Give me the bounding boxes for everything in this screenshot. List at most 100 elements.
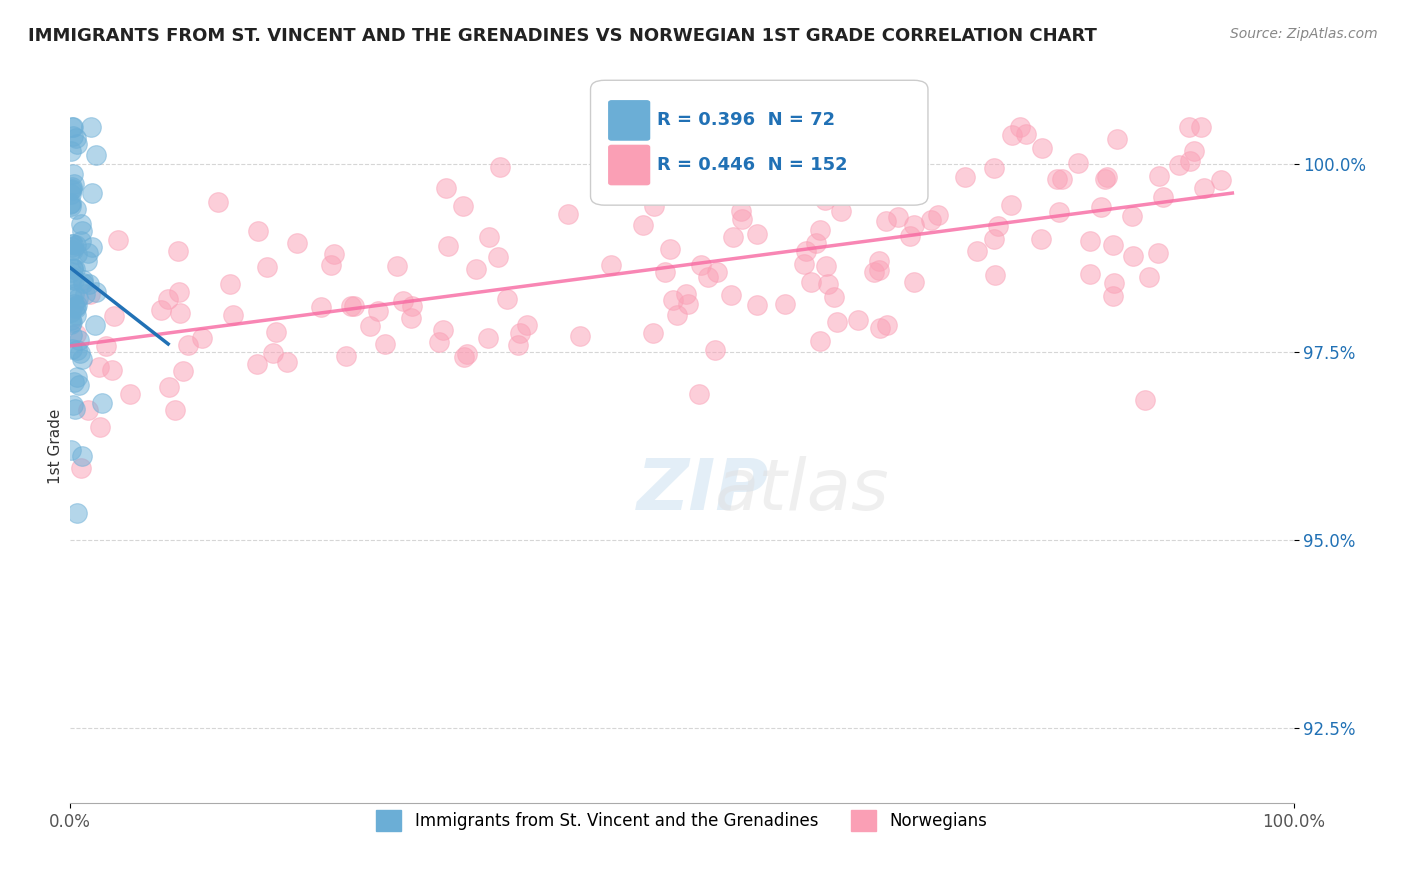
Norwegians [1029, 232, 1052, 246]
Norwegians [1047, 205, 1070, 219]
Legend: Immigrants from St. Vincent and the Grenadines, Norwegians: Immigrants from St. Vincent and the Gren… [370, 804, 994, 838]
Immigrants from St. Vincent and the Grenadines [84, 285, 107, 299]
Norwegians [103, 310, 125, 324]
Immigrants from St. Vincent and the Grenadines [59, 144, 82, 158]
Immigrants from St. Vincent and the Grenadines [62, 237, 84, 252]
Norwegians [256, 260, 278, 274]
Immigrants from St. Vincent and the Grenadines [62, 128, 84, 143]
Norwegians [319, 258, 342, 272]
Norwegians [451, 199, 474, 213]
Immigrants from St. Vincent and the Grenadines [60, 237, 83, 252]
Immigrants from St. Vincent and the Grenadines [59, 264, 82, 278]
Norwegians [1046, 172, 1069, 186]
Immigrants from St. Vincent and the Grenadines [62, 120, 84, 134]
Immigrants from St. Vincent and the Grenadines [62, 167, 84, 181]
Immigrants from St. Vincent and the Grenadines [60, 315, 83, 329]
Immigrants from St. Vincent and the Grenadines [59, 187, 82, 202]
Immigrants from St. Vincent and the Grenadines [65, 301, 87, 315]
Immigrants from St. Vincent and the Grenadines [65, 308, 87, 322]
Norwegians [157, 292, 180, 306]
Immigrants from St. Vincent and the Grenadines [67, 291, 90, 305]
Norwegians [697, 270, 720, 285]
Norwegians [247, 224, 270, 238]
Norwegians [167, 244, 190, 258]
Norwegians [434, 181, 457, 195]
Immigrants from St. Vincent and the Grenadines [67, 377, 90, 392]
Norwegians [1104, 277, 1126, 291]
Norwegians [477, 331, 499, 345]
Norwegians [706, 265, 728, 279]
Norwegians [107, 233, 129, 247]
Norwegians [984, 268, 1007, 282]
Immigrants from St. Vincent and the Grenadines [66, 369, 89, 384]
Immigrants from St. Vincent and the Grenadines [60, 343, 83, 357]
Immigrants from St. Vincent and the Grenadines [67, 333, 90, 347]
Immigrants from St. Vincent and the Grenadines [59, 196, 82, 211]
Immigrants from St. Vincent and the Grenadines [76, 254, 98, 268]
Norwegians [401, 311, 423, 326]
Immigrants from St. Vincent and the Grenadines [60, 182, 83, 196]
Norwegians [489, 161, 512, 175]
Immigrants from St. Vincent and the Grenadines [60, 328, 83, 343]
Norwegians [322, 247, 344, 261]
Immigrants from St. Vincent and the Grenadines [72, 224, 94, 238]
Norwegians [1122, 249, 1144, 263]
Norwegians [903, 275, 925, 289]
Norwegians [94, 339, 117, 353]
Norwegians [569, 329, 592, 343]
Norwegians [343, 299, 366, 313]
Norwegians [177, 338, 200, 352]
Norwegians [875, 214, 897, 228]
Norwegians [335, 349, 357, 363]
Norwegians [676, 296, 699, 310]
Immigrants from St. Vincent and the Grenadines [62, 269, 84, 284]
Immigrants from St. Vincent and the Grenadines [60, 199, 83, 213]
Norwegians [1137, 270, 1160, 285]
Y-axis label: 1st Grade: 1st Grade [48, 409, 63, 483]
Immigrants from St. Vincent and the Grenadines [72, 273, 94, 287]
Norwegians [165, 402, 187, 417]
Norwegians [808, 334, 831, 348]
Norwegians [70, 461, 93, 475]
Immigrants from St. Vincent and the Grenadines [77, 277, 100, 291]
Immigrants from St. Vincent and the Grenadines [66, 506, 89, 520]
Norwegians [87, 359, 110, 374]
Immigrants from St. Vincent and the Grenadines [62, 243, 84, 257]
Norwegians [689, 258, 711, 272]
Norwegians [456, 346, 478, 360]
Text: R = 0.396  N = 72: R = 0.396 N = 72 [657, 112, 835, 129]
Immigrants from St. Vincent and the Grenadines [65, 202, 87, 217]
Norwegians [927, 208, 949, 222]
Norwegians [219, 277, 242, 291]
Norwegians [1152, 189, 1174, 203]
Norwegians [1121, 210, 1143, 224]
Norwegians [1194, 181, 1216, 195]
Immigrants from St. Vincent and the Grenadines [62, 262, 84, 277]
Norwegians [730, 203, 752, 218]
Norwegians [246, 357, 269, 371]
Norwegians [920, 213, 942, 227]
Immigrants from St. Vincent and the Grenadines [62, 297, 84, 311]
Norwegians [983, 161, 1005, 176]
Norwegians [704, 343, 727, 357]
Norwegians [557, 207, 579, 221]
Immigrants from St. Vincent and the Grenadines [66, 136, 89, 151]
Immigrants from St. Vincent and the Grenadines [82, 186, 104, 200]
Immigrants from St. Vincent and the Grenadines [63, 273, 86, 287]
Norwegians [824, 290, 846, 304]
Norwegians [1031, 141, 1053, 155]
Norwegians [453, 350, 475, 364]
Norwegians [1090, 200, 1112, 214]
Norwegians [983, 232, 1005, 246]
Norwegians [1167, 157, 1189, 171]
Immigrants from St. Vincent and the Grenadines [80, 120, 103, 134]
Norwegians [478, 230, 501, 244]
Norwegians [1095, 170, 1118, 185]
Norwegians [465, 261, 488, 276]
Norwegians [830, 204, 852, 219]
Norwegians [374, 336, 396, 351]
Norwegians [783, 120, 806, 134]
Norwegians [1094, 172, 1116, 186]
Immigrants from St. Vincent and the Grenadines [72, 277, 94, 291]
Norwegians [120, 387, 142, 401]
